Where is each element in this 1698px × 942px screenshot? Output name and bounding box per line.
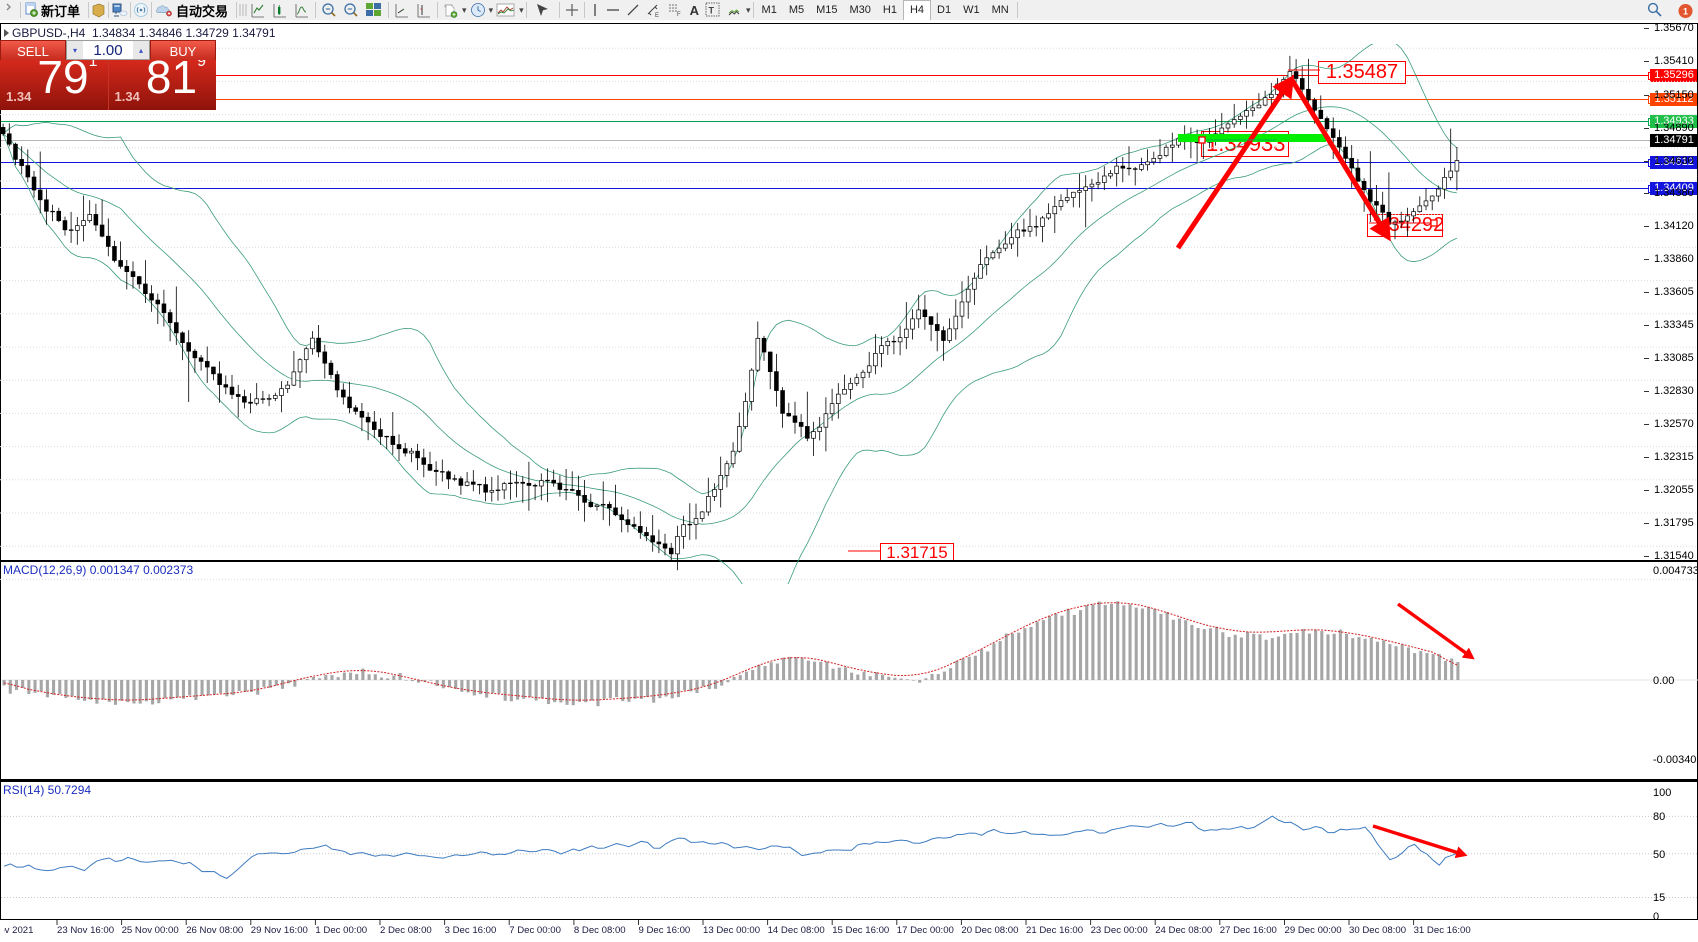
- svg-text:F: F: [677, 12, 681, 17]
- svg-text:1: 1: [1683, 6, 1688, 16]
- svg-text:T: T: [709, 6, 715, 16]
- svg-text:E: E: [655, 13, 659, 18]
